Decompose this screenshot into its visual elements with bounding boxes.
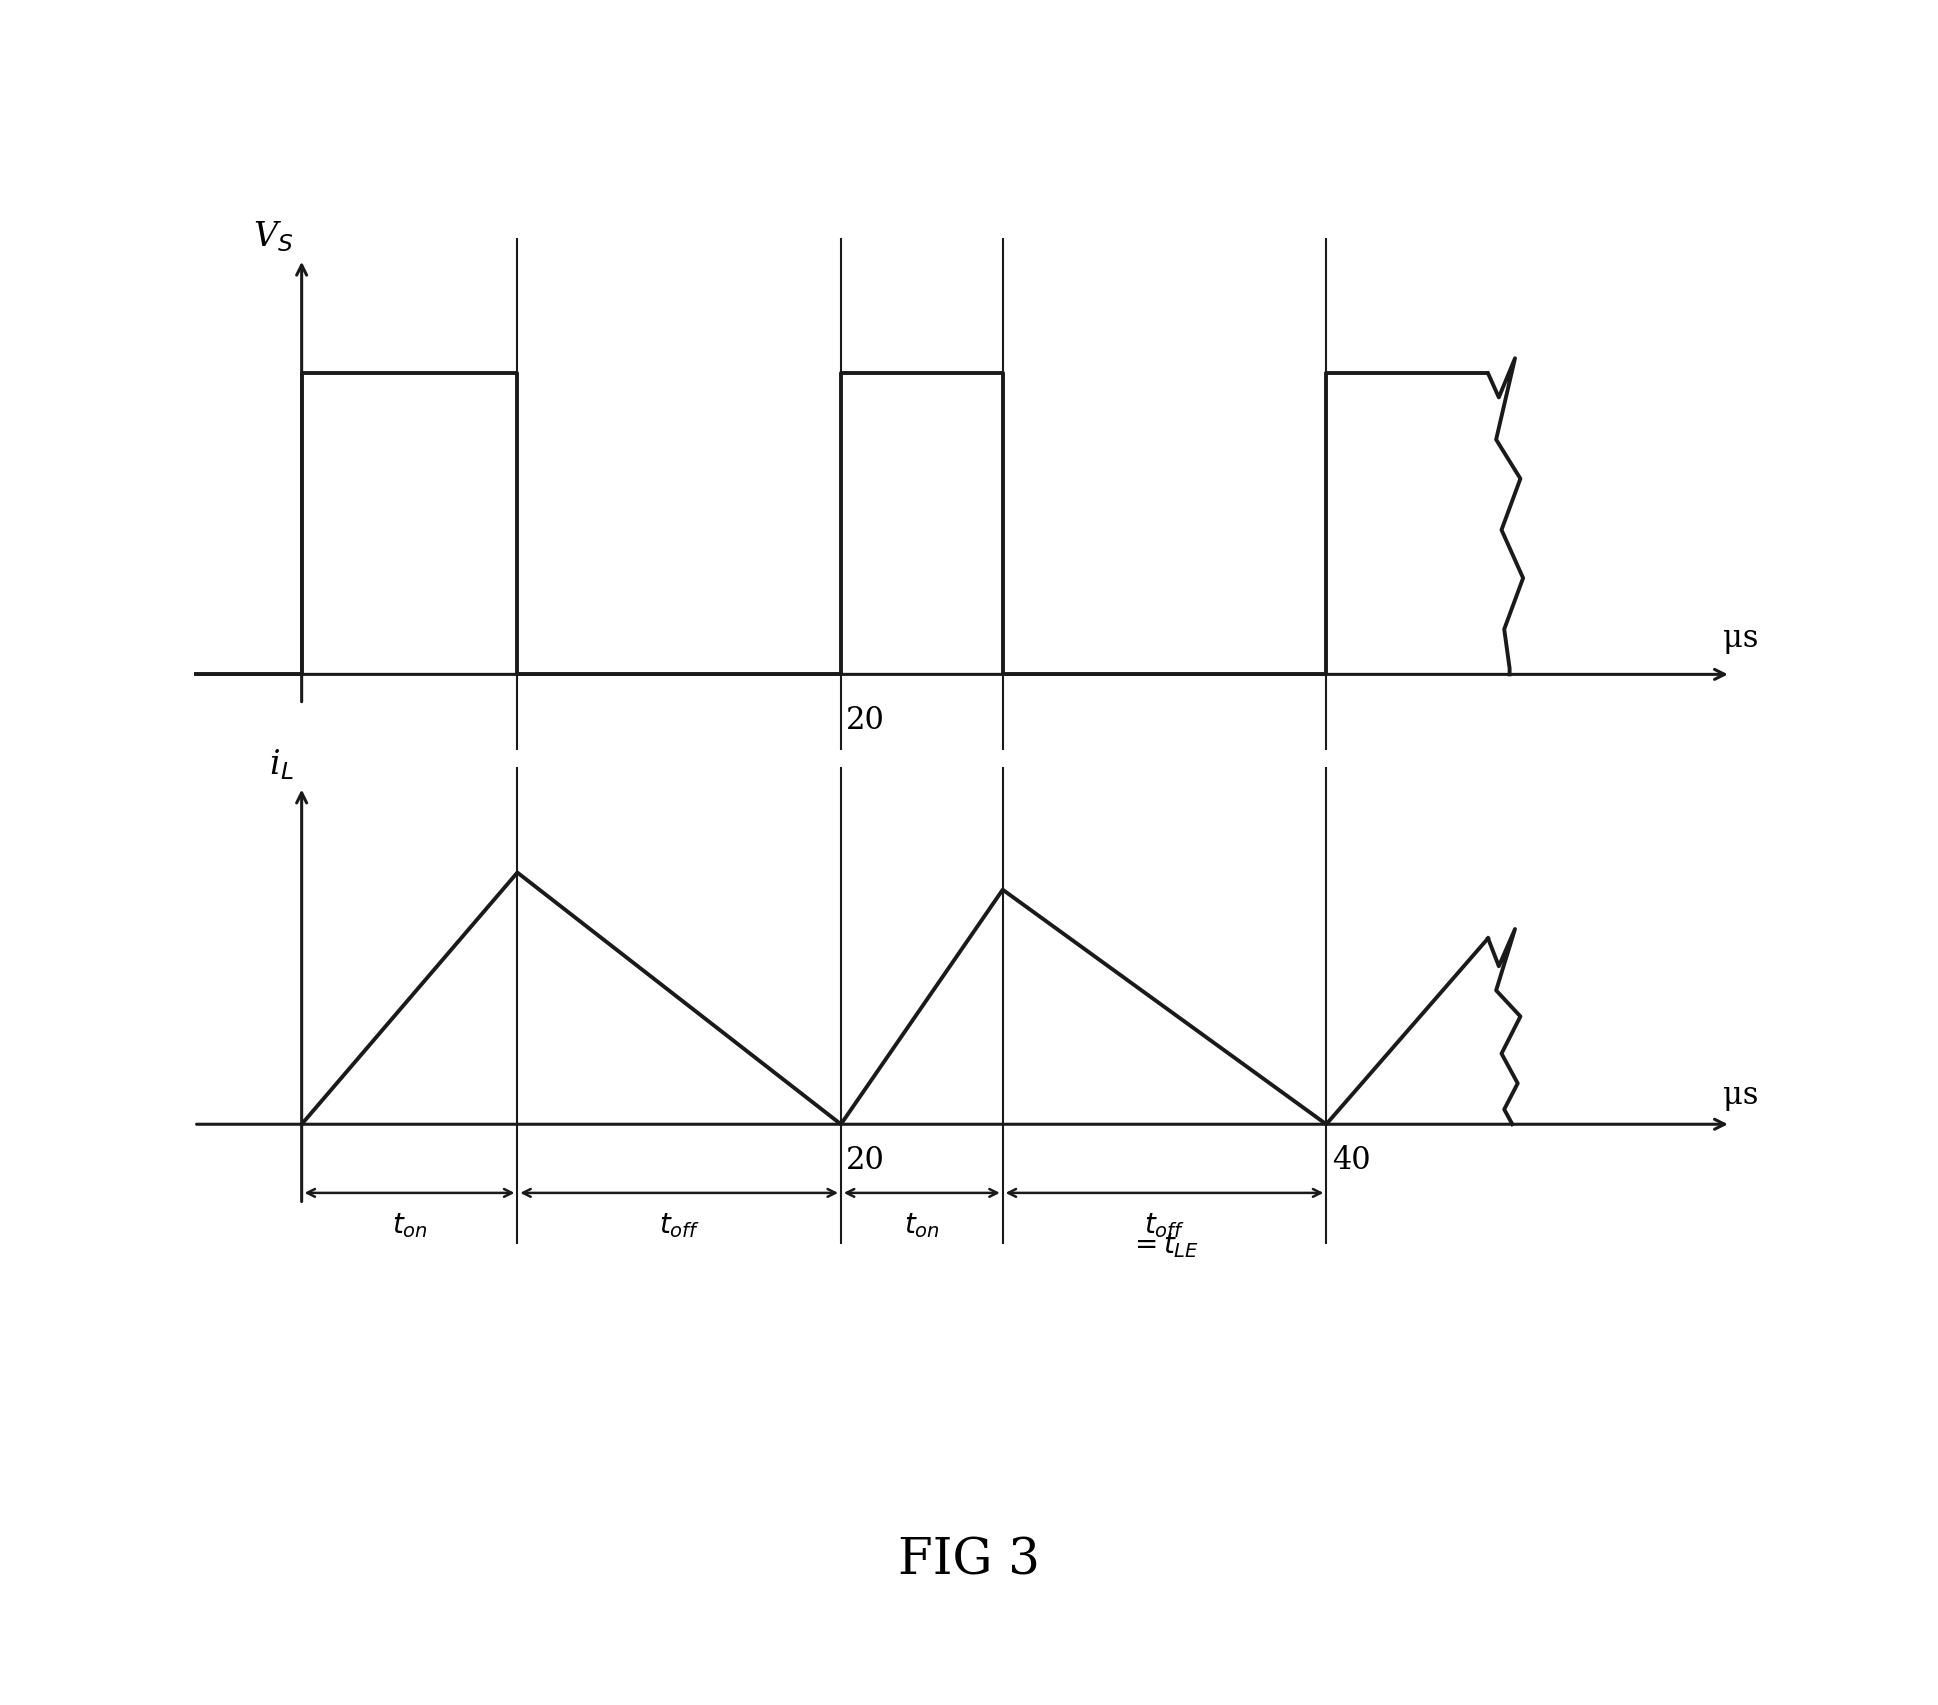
Text: FIG 3: FIG 3	[897, 1536, 1041, 1584]
Text: $t_{on}$: $t_{on}$	[903, 1211, 940, 1240]
Text: 40: 40	[1331, 1144, 1370, 1175]
Text: 20: 20	[847, 1144, 886, 1175]
Text: 20: 20	[847, 706, 886, 737]
Text: μs: μs	[1723, 622, 1758, 655]
Text: $=t_{LE}$: $=t_{LE}$	[1130, 1231, 1200, 1258]
Text: $t_{on}$: $t_{on}$	[391, 1211, 428, 1240]
Text: i$_L$: i$_L$	[269, 747, 293, 781]
Text: μs: μs	[1723, 1079, 1758, 1110]
Text: $t_{off}$: $t_{off}$	[659, 1211, 700, 1240]
Text: V$_S$: V$_S$	[254, 218, 293, 254]
Text: $t_{off}$: $t_{off}$	[1143, 1211, 1184, 1240]
